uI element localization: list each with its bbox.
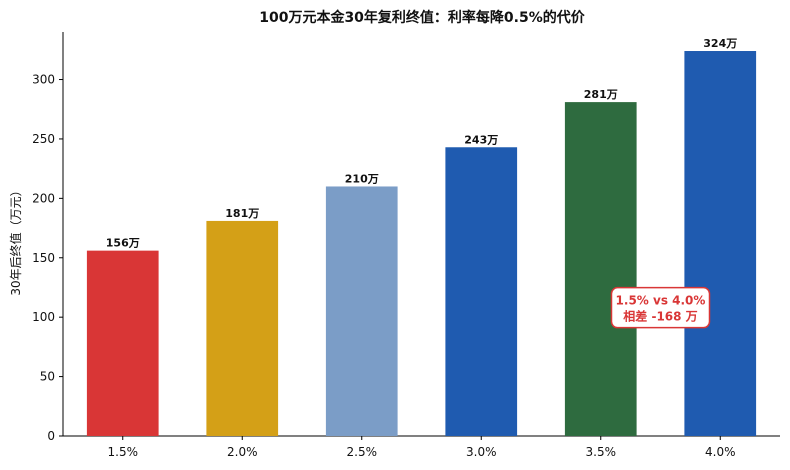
- y-tick-label: 300: [32, 73, 55, 87]
- annotation-line1: 1.5% vs 4.0%: [616, 294, 706, 308]
- x-tick-label: 3.5%: [586, 445, 617, 459]
- data-label: 281万: [584, 88, 618, 101]
- y-tick-label: 50: [40, 370, 55, 384]
- y-tick-label: 0: [47, 429, 55, 443]
- x-tick-label: 2.5%: [347, 445, 378, 459]
- annotation-frame: [610, 286, 711, 329]
- bar-1.5%: [86, 250, 159, 436]
- y-tick-label: 150: [32, 251, 55, 265]
- x-tick-label: 3.0%: [466, 445, 497, 459]
- bar-2.5%: [325, 186, 398, 436]
- x-tick-label: 4.0%: [705, 445, 736, 459]
- data-label: 243万: [464, 133, 498, 146]
- y-axis-label: 30年后终值（万元）: [8, 184, 23, 295]
- x-tick-label: 1.5%: [108, 445, 139, 459]
- bar-3.0%: [445, 147, 518, 436]
- y-tick-label: 250: [32, 132, 55, 146]
- bar-2.0%: [206, 220, 279, 436]
- y-tick-label: 200: [32, 191, 55, 205]
- annotation-line2: 相差 -168 万: [623, 309, 697, 324]
- chart-title: 100万元本金30年复利终值：利率每降0.5%的代价: [259, 9, 586, 26]
- bar-3.5%: [564, 102, 637, 436]
- data-label: 156万: [106, 237, 140, 250]
- y-tick-label: 100: [32, 310, 55, 324]
- data-label: 181万: [225, 207, 259, 220]
- x-tick-label: 2.0%: [227, 445, 258, 459]
- bar-4.0%: [684, 51, 757, 436]
- data-label: 324万: [703, 37, 737, 50]
- annotation-box: 1.5% vs 4.0% 相差 -168 万: [610, 286, 711, 329]
- plot-area: 0 50 100 150 200 250 300 1.5% 156万 2.0% 181万 2.5% 21…: [32, 32, 780, 459]
- data-label: 210万: [345, 172, 379, 185]
